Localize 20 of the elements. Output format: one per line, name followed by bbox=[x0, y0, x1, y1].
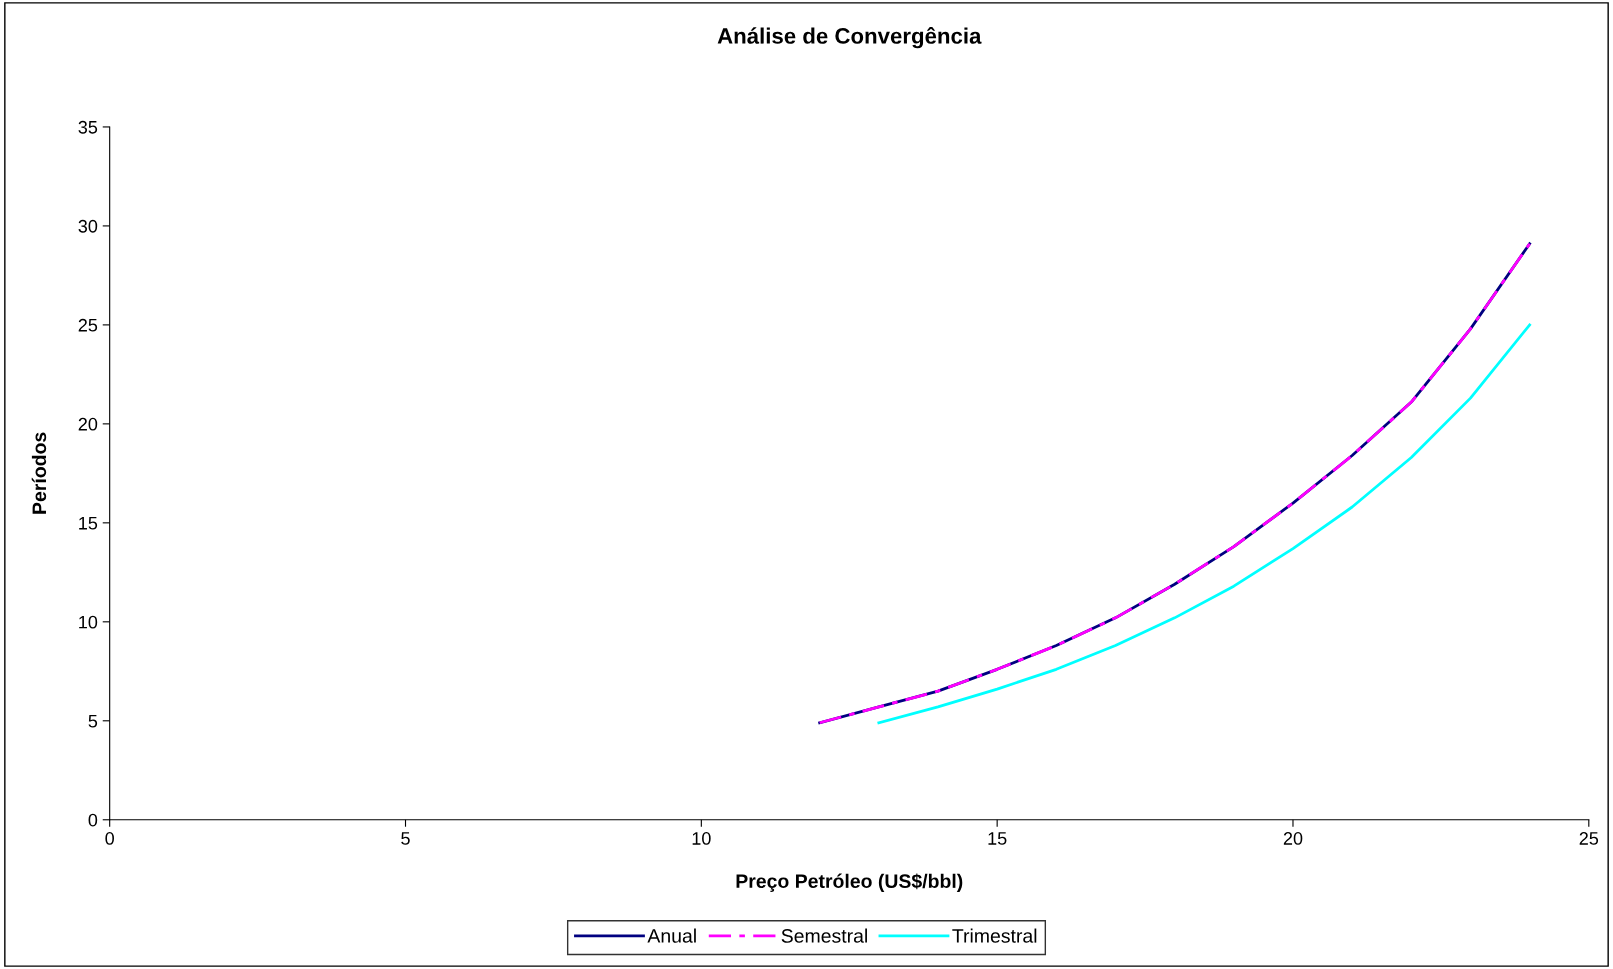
legend-label: Anual bbox=[647, 928, 696, 943]
x-tick-label: 25 bbox=[1579, 832, 1599, 845]
y-tick-label: 30 bbox=[78, 219, 98, 233]
chart-title: Análise de Convergência bbox=[717, 27, 982, 49]
legend-label: Semestral bbox=[781, 928, 867, 943]
y-axis-title: Períodos bbox=[31, 432, 47, 514]
x-tick-label: 5 bbox=[401, 832, 410, 845]
legend-label: Trimestral bbox=[952, 928, 1037, 943]
x-axis-title: Preço Petróleo (US$/bbl) bbox=[736, 873, 963, 892]
y-tick-label: 15 bbox=[79, 516, 98, 530]
y-tick-label: 5 bbox=[88, 714, 98, 728]
x-tick-label: 20 bbox=[1283, 832, 1303, 845]
y-tick-label: 20 bbox=[78, 417, 98, 431]
y-tick-label: 25 bbox=[78, 318, 98, 332]
y-tick-label: 35 bbox=[78, 120, 98, 134]
x-tick-label: 15 bbox=[988, 832, 1007, 845]
x-tick-label: 10 bbox=[692, 832, 711, 845]
x-tick-label: 0 bbox=[105, 832, 114, 845]
y-tick-label: 10 bbox=[79, 615, 98, 629]
y-tick-label: 0 bbox=[88, 813, 98, 827]
